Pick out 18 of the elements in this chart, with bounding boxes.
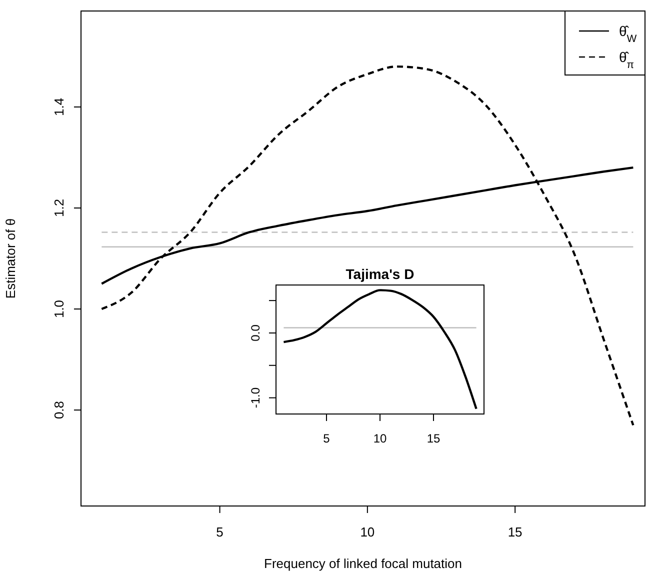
x-tick-label: 5 [323, 432, 330, 446]
legend-label: θ̂$_{π}$ [619, 49, 634, 71]
x-tick-label: 10 [373, 432, 387, 446]
y-tick-label: 1.0 [52, 300, 67, 318]
x-tick-label: 5 [216, 524, 224, 540]
x-tick-label: 10 [360, 524, 375, 540]
line-series [282, 289, 478, 410]
y-tick-label: -1.0 [248, 387, 262, 408]
y-tick-label: 0.0 [248, 324, 262, 342]
y-tick-label: 1.4 [52, 98, 67, 116]
chart-title: Tajima's D [346, 266, 414, 282]
y-tick-label: 1.2 [52, 198, 67, 218]
x-tick-label: 15 [508, 524, 522, 540]
x-tick-label: 15 [426, 432, 440, 446]
x-axis-title: Frequency of linked focal mutation [264, 556, 462, 571]
legend-label: θ̂$_{W}$ [619, 23, 637, 45]
y-tick-label: 0.8 [52, 400, 67, 420]
y-axis-title: Estimator of θ [3, 218, 18, 299]
